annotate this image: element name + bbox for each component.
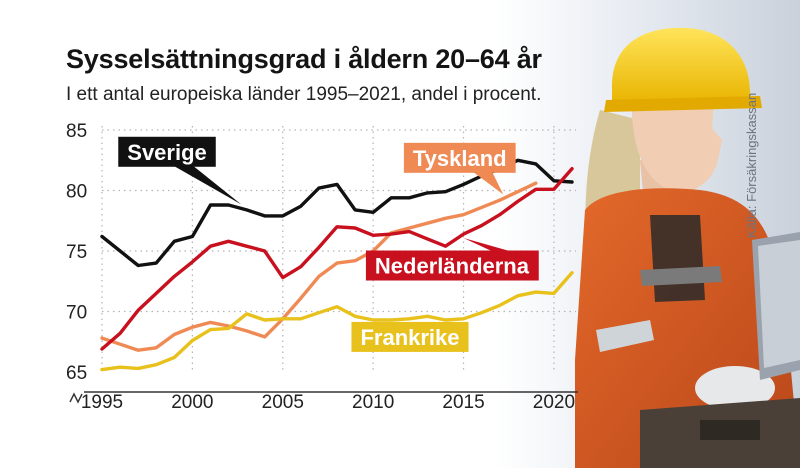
label-text: Nederländerna bbox=[375, 254, 530, 279]
y-tick-label: 65 bbox=[66, 363, 87, 384]
label-text: Tyskland bbox=[413, 146, 507, 171]
label-pointer bbox=[463, 238, 515, 253]
y-tick-label: 85 bbox=[66, 121, 87, 142]
y-tick-label: 80 bbox=[66, 182, 87, 203]
label-box bbox=[118, 136, 216, 167]
series-label-sverige: Sverige bbox=[118, 136, 242, 205]
label-box bbox=[351, 321, 469, 352]
series-line-frankrike bbox=[100, 271, 574, 372]
label-text: Sverige bbox=[127, 140, 206, 165]
series-line-nederlanderna bbox=[100, 166, 574, 351]
x-tick-label: 2000 bbox=[171, 392, 213, 413]
series-label-tyskland: Tyskland bbox=[403, 142, 516, 195]
x-tick-label: 1995 bbox=[81, 392, 123, 413]
label-box bbox=[403, 142, 516, 173]
label-pointer bbox=[471, 170, 504, 195]
chart-title: Sysselsättningsgrad i åldern 20–64 år bbox=[66, 44, 542, 74]
x-tick-label: 2020 bbox=[533, 392, 575, 413]
axes: 65 70 75 80 85 1995 2000 2005 2010 2015 2020 bbox=[66, 121, 578, 413]
series-line-tyskland bbox=[100, 181, 538, 352]
series-labels: Sverige Tyskland Nederländerna Frankrike bbox=[118, 136, 539, 352]
series-label-nederlanderna: Nederländerna bbox=[365, 238, 539, 281]
y-tick-label: 70 bbox=[66, 303, 87, 324]
label-text: Frankrike bbox=[360, 325, 459, 350]
series-lines bbox=[100, 158, 574, 372]
x-tick-label: 2015 bbox=[442, 392, 484, 413]
axis-break-mark bbox=[69, 392, 83, 404]
y-tick-label: 75 bbox=[66, 242, 87, 263]
series-label-frankrike: Frankrike bbox=[351, 321, 469, 352]
x-tick-label: 2005 bbox=[262, 392, 304, 413]
label-box bbox=[365, 250, 539, 281]
chart-subtitle: I ett antal europeiska länder 1995–2021,… bbox=[66, 84, 542, 105]
label-pointer bbox=[171, 164, 242, 205]
x-tick-label: 2010 bbox=[352, 392, 394, 413]
